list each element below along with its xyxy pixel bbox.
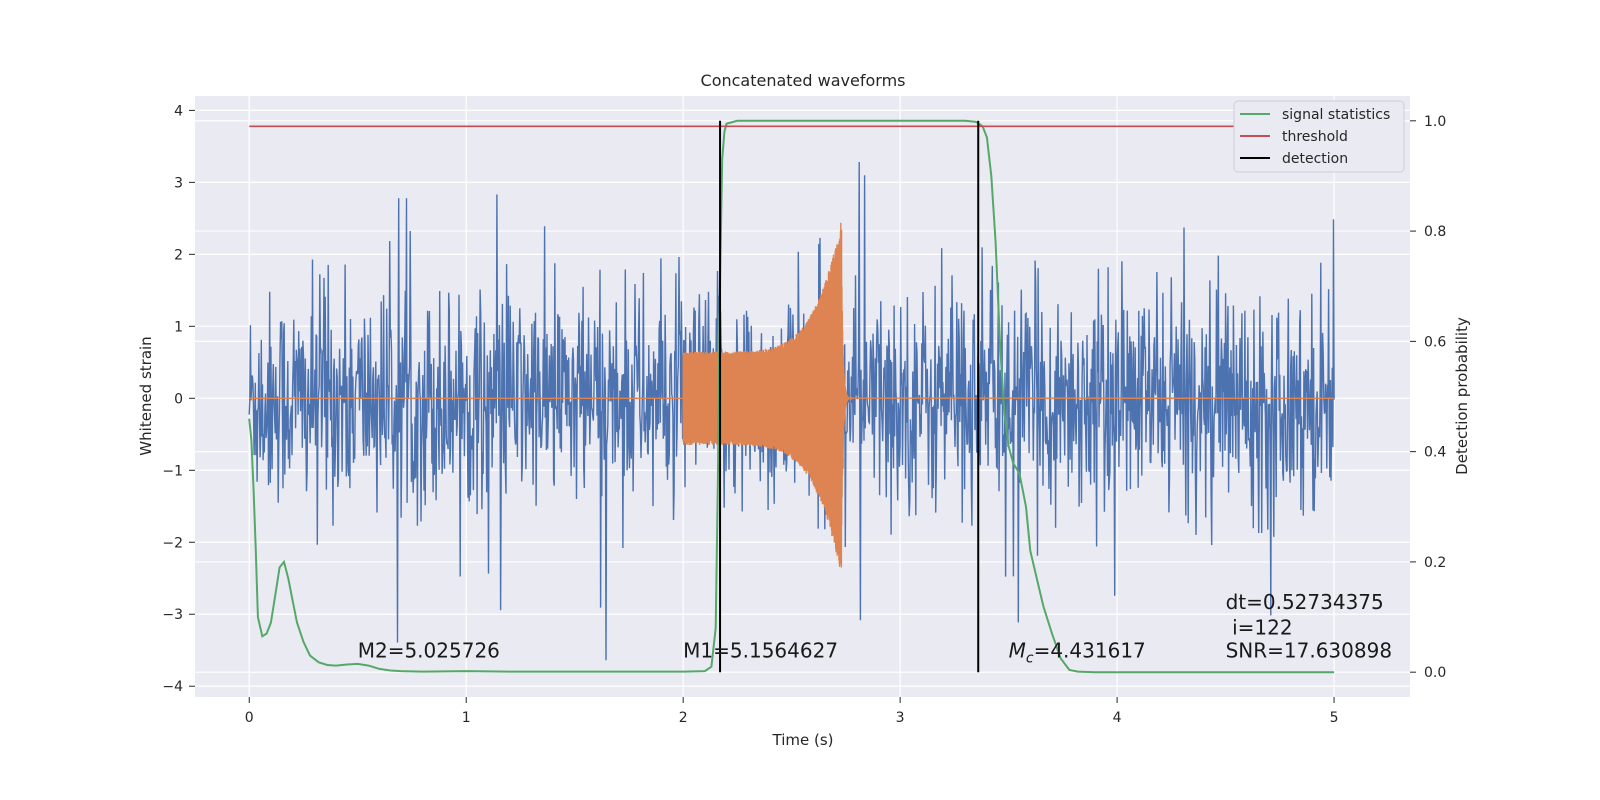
x-tick-label: 5	[1330, 710, 1339, 726]
template-waveform-line	[249, 222, 1335, 568]
y-tick-label-left: −2	[162, 535, 183, 551]
y-tick-label-right: 0.4	[1424, 445, 1446, 461]
y-tick-label-left: 0	[174, 391, 183, 407]
y-tick-label-left: −1	[162, 463, 183, 479]
x-tick-label: 3	[896, 710, 905, 726]
x-axis-title: Time (s)	[772, 731, 834, 749]
annotation-text: M1=5.1564627	[683, 638, 838, 662]
y-tick-label-right: 1.0	[1424, 114, 1446, 130]
annotation-text: M2=5.025726	[358, 638, 500, 662]
x-tick-label: 1	[462, 710, 471, 726]
axes-group: 0 1 2 3 4 5 −4 −3 −2 −1 0 1 2 3 4 0.0 0.2 0.4 0.6 0.8 1.0	[162, 103, 1446, 726]
legend: signal statistics threshold detection	[1233, 100, 1405, 173]
y-tick-label-left: −4	[162, 679, 183, 695]
y-tick-label-right: 0.2	[1424, 555, 1446, 571]
y-tick-label-left: −3	[162, 607, 183, 623]
y-tick-label-right: 0.0	[1424, 665, 1446, 681]
x-tick-label: 0	[245, 710, 254, 726]
y-tick-label-left: 2	[174, 247, 183, 263]
annotation-text: SNR=17.630898	[1226, 638, 1392, 662]
annotation-text: dt=0.52734375	[1226, 590, 1384, 614]
y-tick-label-left: 3	[174, 175, 183, 191]
y-tick-label-left: 4	[174, 103, 183, 119]
signal-statistics-line	[248, 119, 1335, 674]
chart-title: Concatenated waveforms	[701, 71, 906, 90]
detection-lines-group	[719, 120, 980, 673]
y-tick-label-right: 0.6	[1424, 334, 1446, 350]
annotations-group: M2=5.025726 M1=5.1564627 Mc=4.431617 SNR=17…	[358, 590, 1392, 666]
x-tick-label: 2	[679, 710, 688, 726]
x-tick-label: 4	[1113, 710, 1122, 726]
signal-statistics-group	[248, 119, 1335, 674]
legend-box	[1233, 100, 1405, 173]
annotation-text: Mc=4.431617	[1009, 638, 1146, 666]
legend-label-signal-statistics: signal statistics	[1282, 107, 1390, 123]
annotation-text: i=122	[1232, 615, 1293, 639]
legend-label-threshold: threshold	[1282, 129, 1348, 145]
template-waveform-trace	[249, 222, 1335, 568]
legend-label-detection: detection	[1282, 151, 1348, 167]
y-tick-label-left: 1	[174, 319, 183, 335]
y-axis-title-right: Detection probability	[1453, 317, 1471, 475]
y-tick-label-right: 0.8	[1424, 224, 1446, 240]
y-axis-title-left: Whitened strain	[137, 336, 155, 455]
